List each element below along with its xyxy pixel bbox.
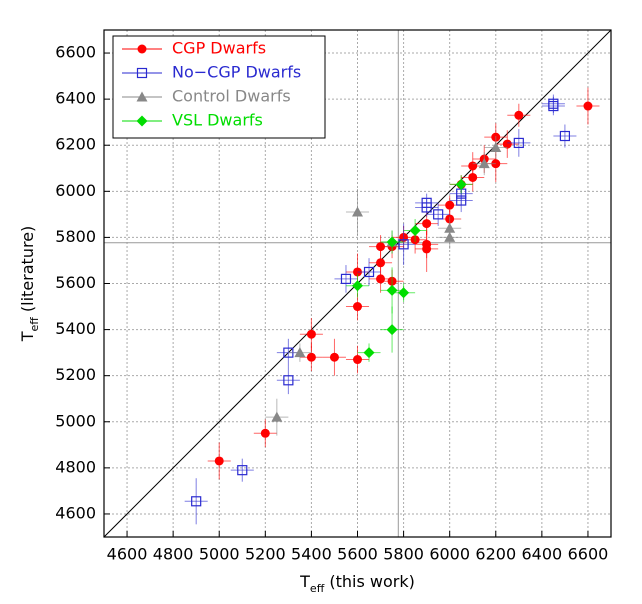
x-tick-label: 6200 — [475, 545, 516, 564]
point — [306, 352, 316, 362]
legend-label: VSL Dwarfs — [172, 111, 263, 130]
point — [583, 101, 593, 111]
point — [260, 428, 270, 438]
point — [421, 202, 432, 213]
point — [283, 375, 294, 386]
point — [398, 239, 409, 250]
point — [353, 302, 362, 312]
y-tick-label: 5800 — [55, 227, 96, 246]
axis-label-part: T — [18, 331, 37, 342]
legend-label: CGP Dwarfs — [172, 39, 266, 58]
axis-label-part: eff — [310, 582, 325, 595]
axis-label-part: eff — [28, 317, 41, 332]
point — [352, 280, 363, 292]
x-tick-label: 6600 — [568, 545, 609, 564]
y-tick-label: 6400 — [55, 89, 96, 108]
point — [468, 172, 478, 182]
point — [514, 110, 524, 120]
point — [559, 130, 571, 142]
point — [386, 236, 398, 248]
point — [340, 273, 352, 284]
legend-marker — [136, 91, 148, 102]
x-tick-label: 6400 — [522, 545, 563, 564]
point — [376, 258, 386, 268]
point — [294, 347, 306, 358]
legend-marker — [137, 44, 147, 54]
axis-label: Teff (literature) — [18, 226, 41, 343]
point — [456, 195, 467, 206]
point — [363, 266, 375, 278]
axis-label-part: (literature) — [18, 226, 37, 317]
legend-label: Control Dwarfs — [172, 87, 291, 106]
y-tick-label: 6000 — [55, 181, 96, 200]
point — [352, 206, 363, 217]
point — [502, 139, 512, 149]
y-tick-label: 4800 — [55, 457, 96, 476]
point — [455, 178, 467, 190]
x-tick-label: 5600 — [337, 545, 378, 564]
y-tick-label: 6600 — [55, 43, 96, 62]
axis-label-part: T — [299, 572, 310, 591]
y-tick-label: 4600 — [55, 503, 96, 522]
x-tick-label: 4800 — [153, 545, 194, 564]
y-tick-label: 5600 — [55, 273, 96, 292]
y-tick-label: 5400 — [55, 319, 96, 338]
point — [422, 219, 432, 229]
point — [376, 242, 386, 252]
plot-frame — [103, 29, 612, 538]
y-tick-label: 5200 — [55, 365, 96, 384]
point — [444, 231, 456, 242]
series — [345, 175, 473, 362]
point — [271, 411, 283, 422]
point — [422, 244, 432, 254]
legend-marker — [136, 67, 148, 79]
point — [398, 287, 410, 299]
legend: CGP Dwarfs No−CGP Dwarfs Control Dwarfs VSL… — [112, 35, 326, 139]
x-tick-label: 6000 — [429, 545, 470, 564]
point — [445, 200, 455, 210]
point — [490, 142, 502, 153]
legend-label: No−CGP Dwarfs — [172, 63, 301, 82]
point — [329, 352, 339, 362]
point — [548, 98, 559, 109]
point — [376, 274, 386, 284]
axis-label-part: (this work) — [324, 572, 415, 591]
point — [386, 324, 398, 336]
y-tick-label: 5000 — [55, 411, 96, 430]
point — [237, 465, 248, 476]
point — [386, 284, 398, 296]
x-tick-label: 5800 — [383, 545, 424, 564]
point — [409, 224, 421, 236]
point — [478, 158, 490, 169]
point — [433, 209, 444, 220]
x-tick-label: 5400 — [291, 545, 332, 564]
series — [184, 94, 577, 525]
point — [513, 137, 524, 149]
axis-label: Teff (this work) — [299, 572, 415, 595]
x-tick-label: 5200 — [245, 545, 286, 564]
point — [306, 329, 316, 339]
x-tick-label: 4600 — [107, 545, 148, 564]
y-tick-label: 6200 — [55, 135, 96, 154]
point — [191, 496, 202, 507]
legend-marker — [136, 115, 148, 127]
point — [363, 347, 375, 359]
x-tick-label: 5000 — [199, 545, 240, 564]
point — [353, 355, 362, 365]
point — [214, 456, 224, 466]
